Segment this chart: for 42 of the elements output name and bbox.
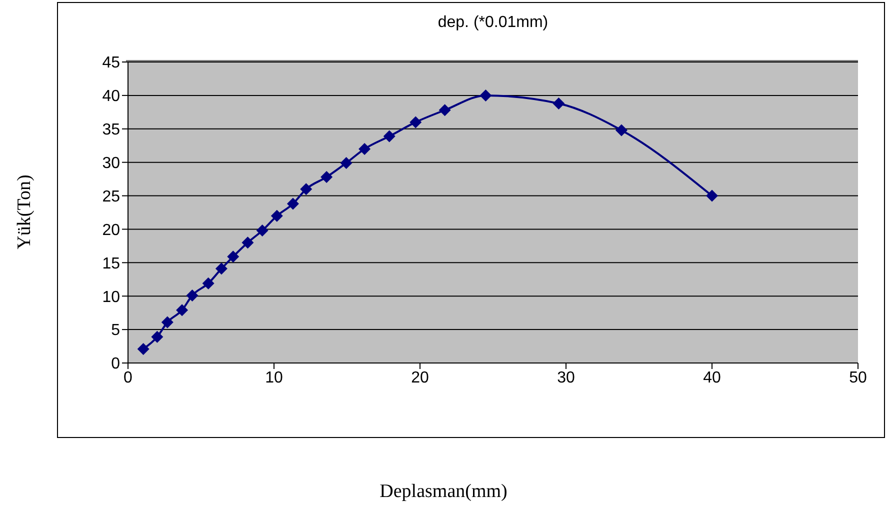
point xyxy=(552,97,565,110)
point xyxy=(227,250,240,263)
x-tick-label: 10 xyxy=(265,369,283,386)
point xyxy=(215,262,228,275)
y-tick-label: 15 xyxy=(102,255,120,272)
y-tick-label: 20 xyxy=(102,222,120,239)
point xyxy=(300,183,312,196)
y-tick-label: 0 xyxy=(111,356,120,373)
point xyxy=(242,236,254,249)
y-tick-label: 45 xyxy=(102,54,120,72)
x-tick-label: 20 xyxy=(411,369,429,386)
y-tick-label: 25 xyxy=(102,188,120,206)
point xyxy=(383,130,396,142)
point xyxy=(706,190,718,202)
y-tick-label: 30 xyxy=(102,155,120,172)
point xyxy=(137,342,150,355)
point xyxy=(151,330,164,343)
point xyxy=(186,289,198,302)
point xyxy=(286,198,299,210)
point xyxy=(340,157,352,169)
point xyxy=(202,277,214,290)
chart-title: dep. (*0.01mm) xyxy=(436,14,550,32)
point xyxy=(176,304,188,316)
point xyxy=(270,210,283,222)
y-tick-label: 5 xyxy=(111,322,120,340)
point xyxy=(358,142,371,155)
y-tick-label: 40 xyxy=(102,88,120,106)
point xyxy=(480,89,492,102)
point xyxy=(410,116,422,128)
x-tick-label: 50 xyxy=(849,369,867,386)
point xyxy=(320,171,333,184)
y-tick-label: 10 xyxy=(102,288,120,306)
point xyxy=(256,224,268,237)
x-tick-label: 40 xyxy=(703,369,721,386)
y-axis-title: Yük(Ton) xyxy=(14,174,36,250)
point xyxy=(438,104,451,116)
x-axis-title: Deplasman(mm) xyxy=(378,481,508,503)
x-tick-label: 30 xyxy=(557,369,575,386)
y-tick-label: 35 xyxy=(102,122,120,139)
point xyxy=(161,316,174,328)
x-tick-label: 0 xyxy=(124,369,133,386)
point xyxy=(615,124,628,136)
